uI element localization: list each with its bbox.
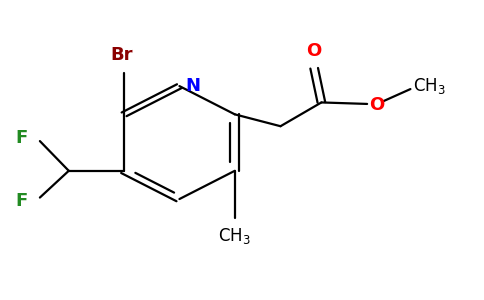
Text: O: O xyxy=(306,42,322,60)
Text: F: F xyxy=(15,129,28,147)
Text: N: N xyxy=(186,77,201,95)
Text: CH$_3$: CH$_3$ xyxy=(413,76,446,96)
Text: Br: Br xyxy=(110,46,133,64)
Text: O: O xyxy=(369,96,385,114)
Text: F: F xyxy=(15,191,28,209)
Text: CH$_3$: CH$_3$ xyxy=(218,226,251,246)
